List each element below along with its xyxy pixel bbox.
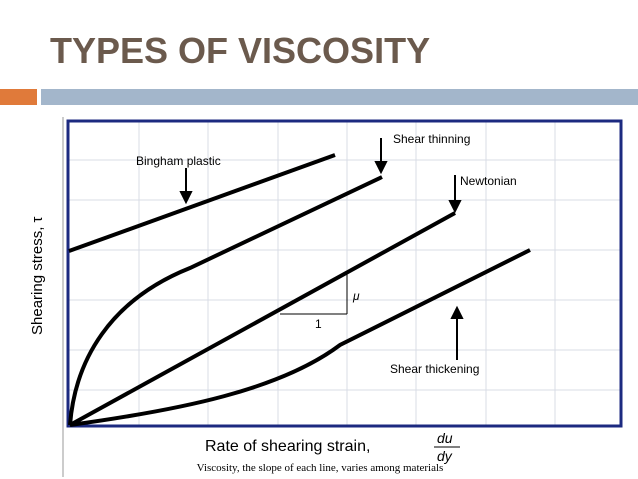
curve-label: Bingham plastic [136, 154, 221, 168]
accent-bar [0, 89, 37, 105]
fraction-denominator: dy [437, 448, 453, 464]
fraction-numerator: du [437, 430, 453, 446]
slide-title: TYPES OF VISCOSITY [50, 30, 430, 71]
y-axis-label: Shearing stress, τ [29, 216, 46, 335]
arrows [179, 138, 464, 360]
caption: Viscosity, the slope of each line, varie… [197, 462, 444, 474]
curve-label: Shear thickening [390, 362, 479, 376]
grid [69, 122, 620, 425]
header-bar [41, 89, 638, 105]
slope-triangle [280, 271, 348, 315]
curves [68, 153, 531, 427]
curve-label: Shear thinning [393, 132, 470, 146]
curve-label: Newtonian [460, 174, 517, 188]
slope-run: 1 [315, 317, 322, 331]
x-axis-label: Rate of shearing strain, [205, 438, 370, 455]
plot-frame [66, 119, 623, 428]
slope-rise: μ [352, 289, 360, 303]
